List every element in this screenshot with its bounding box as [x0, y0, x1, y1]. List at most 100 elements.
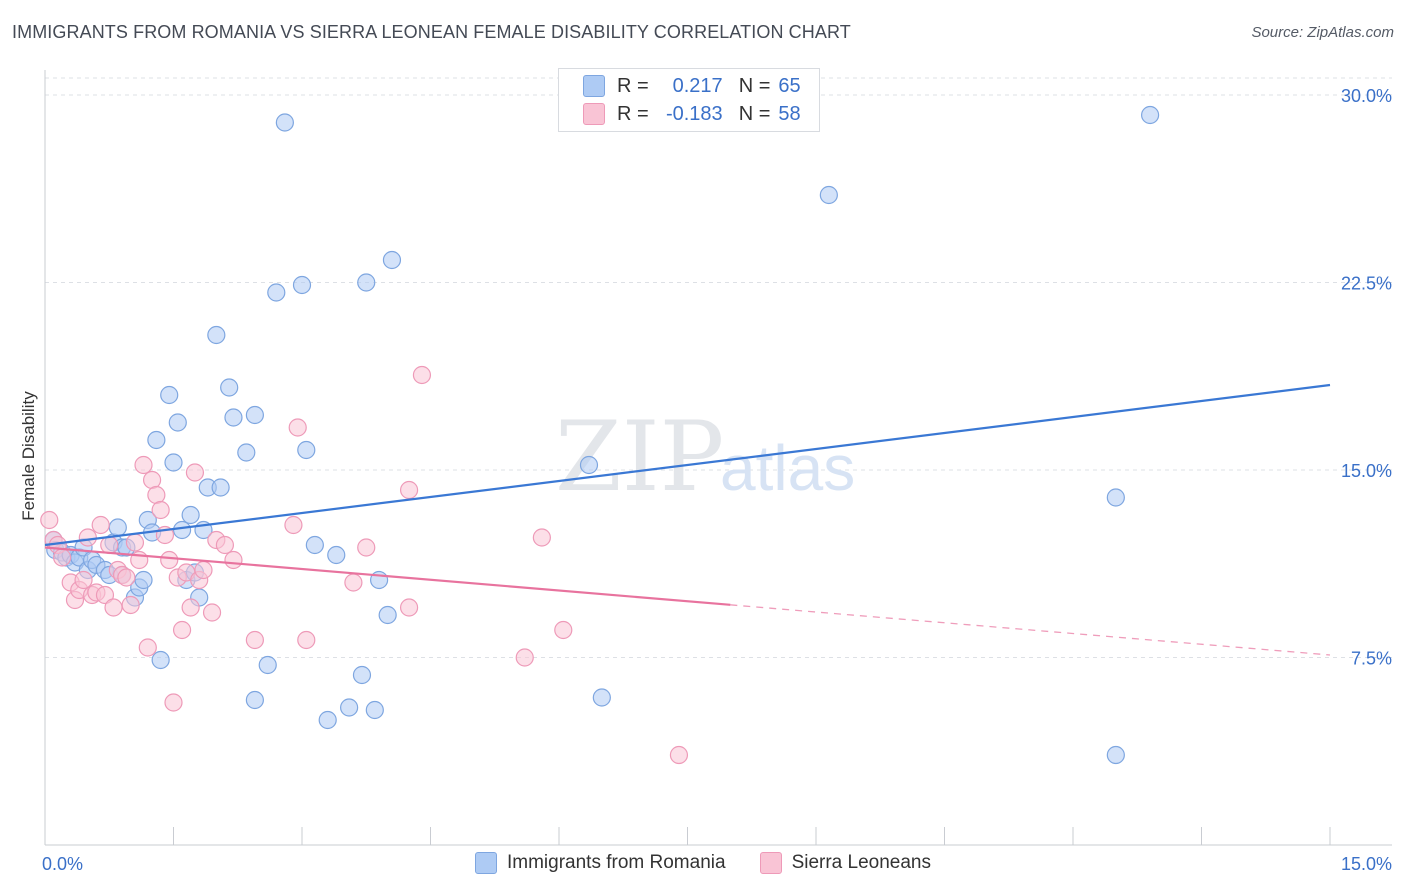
legend-swatch-sierra-leoneans	[759, 852, 782, 874]
point-sierra-leonean	[125, 533, 145, 552]
point-sierra-leonean	[78, 528, 97, 547]
grid-layer	[45, 77, 1392, 658]
point-sierra-leonean	[100, 535, 119, 555]
point-romania	[327, 545, 346, 565]
point-romania	[147, 430, 166, 450]
y-tick-label: 30.0%	[1341, 86, 1392, 106]
point-sierra-leonean	[399, 598, 419, 617]
point-romania	[1106, 488, 1125, 507]
point-sierra-leonean	[215, 535, 234, 555]
point-romania	[267, 283, 286, 302]
point-sierra-leonean	[74, 570, 93, 590]
point-romania	[237, 443, 256, 462]
point-sierra-leonean	[151, 500, 170, 520]
point-sierra-leonean	[134, 455, 153, 475]
watermark-zip: ZIP	[555, 401, 724, 513]
legend-r-label: R =	[617, 74, 649, 97]
point-romania	[318, 710, 337, 730]
point-sierra-leonean	[138, 638, 157, 657]
point-sierra-leonean	[121, 595, 140, 615]
point-sierra-leonean	[53, 548, 72, 567]
point-sierra-leonean	[91, 515, 110, 535]
point-sierra-leonean	[117, 568, 136, 587]
point-sierra-leonean	[104, 598, 123, 617]
point-romania	[164, 453, 183, 472]
watermark: ZIP atlas	[555, 401, 855, 513]
point-sierra-leonean	[669, 745, 689, 765]
watermark-atlas: atlas	[720, 432, 855, 504]
point-romania	[108, 518, 127, 537]
chart-title: IMMIGRANTS FROM ROMANIA VS SIERRA LEONEA…	[12, 22, 851, 42]
point-romania	[181, 505, 200, 525]
point-sierra-leonean	[185, 463, 205, 482]
legend-label-sierra-leoneans: Sierra Leoneans	[791, 852, 931, 873]
legend-swatch-romania	[475, 852, 497, 874]
legend-item-romania[interactable]: Immigrants from Romania	[475, 852, 726, 874]
point-sierra-leonean	[284, 515, 303, 535]
point-romania	[340, 698, 359, 717]
legend-n-label: N =	[738, 102, 771, 125]
point-sierra-leonean	[399, 480, 419, 500]
point-romania	[134, 570, 153, 590]
point-romania	[592, 688, 611, 707]
legend-r-value: -0.183	[665, 102, 723, 125]
point-romania	[220, 378, 239, 397]
point-sierra-leonean	[142, 470, 162, 490]
point-romania	[819, 185, 838, 205]
trendline-sierra-leonean-extension	[730, 604, 1331, 656]
point-sierra-leonean	[224, 550, 243, 570]
point-romania	[357, 273, 376, 292]
x-tick-label: 15.0%	[1341, 854, 1392, 874]
point-romania	[352, 665, 372, 685]
trend-layer	[44, 383, 1331, 656]
point-sierra-leonean	[412, 365, 432, 385]
point-romania	[168, 413, 187, 432]
point-sierra-leonean	[344, 573, 363, 592]
y-tick-label: 15.0%	[1341, 461, 1392, 481]
y-tick-label: 22.5%	[1341, 274, 1392, 294]
point-sierra-leonean	[245, 630, 264, 650]
point-romania	[211, 478, 230, 497]
legend-row-romania: R = 0.217 N = 65	[583, 72, 801, 100]
point-sierra-leonean	[147, 485, 166, 505]
point-sierra-leonean	[172, 620, 192, 640]
point-romania	[365, 700, 384, 720]
point-sierra-leonean	[288, 418, 307, 437]
legend-n-value: 65	[778, 74, 801, 97]
legend-row-sierra-leoneans: R = -0.183 N = 58	[583, 100, 801, 128]
point-romania	[1140, 105, 1160, 125]
point-romania	[245, 405, 264, 425]
legend-r-value: 0.217	[672, 74, 723, 97]
trendline-sierra-leonean	[44, 546, 731, 606]
point-sierra-leonean	[164, 693, 183, 712]
point-romania	[292, 275, 312, 295]
point-romania	[382, 250, 402, 270]
point-sierra-leonean	[532, 528, 551, 547]
point-romania	[160, 385, 179, 405]
point-romania	[378, 605, 397, 625]
legend-swatch-sierra-leoneans	[583, 103, 605, 125]
legend-n-value: 58	[778, 102, 801, 125]
point-sierra-leonean	[554, 620, 573, 640]
y-tick-label: 7.5%	[1351, 649, 1392, 669]
series-legend: Immigrants from Romania Sierra Leoneans	[0, 852, 1406, 874]
legend-r-label: R =	[617, 102, 649, 125]
point-romania	[245, 690, 264, 710]
y-axis-label: Female Disability	[19, 391, 38, 521]
legend-label-romania: Immigrants from Romania	[507, 852, 726, 873]
point-romania	[1106, 745, 1125, 765]
point-sierra-leonean	[160, 550, 179, 570]
point-romania	[305, 535, 324, 555]
point-sierra-leonean	[297, 630, 316, 650]
trendline-romania	[44, 383, 1331, 547]
point-sierra-leonean	[357, 538, 376, 557]
tick-labels: 7.5% 15.0% 22.5% 30.0% 0.0% 15.0%	[42, 86, 1392, 874]
point-sierra-leonean	[95, 585, 115, 605]
point-romania	[579, 455, 599, 475]
point-romania	[151, 650, 170, 670]
legend-item-sierra-leoneans[interactable]: Sierra Leoneans	[759, 852, 931, 874]
point-sierra-leonean	[40, 510, 59, 530]
point-romania	[172, 520, 192, 540]
x-tick-label: 0.0%	[42, 854, 83, 874]
